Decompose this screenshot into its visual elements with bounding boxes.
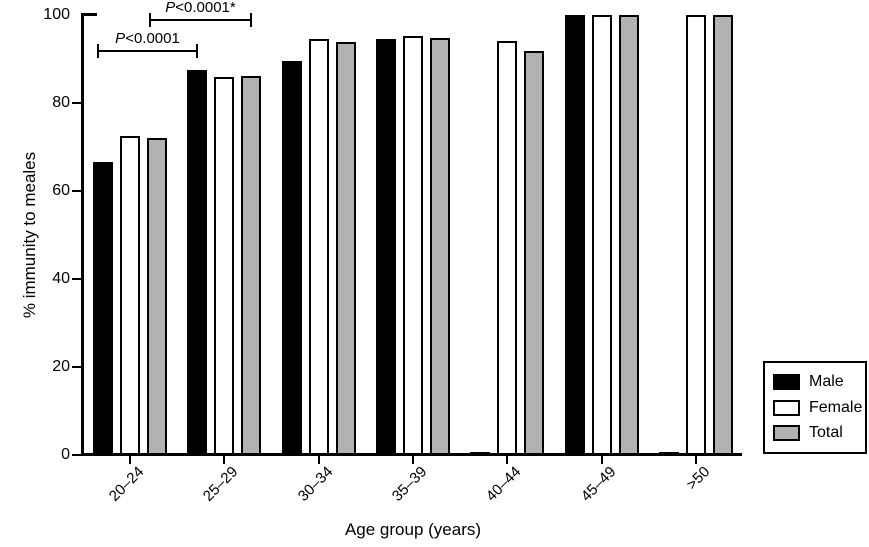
bar-female-0	[120, 136, 140, 455]
y-axis-line	[81, 13, 84, 456]
x-tick-5	[601, 456, 603, 464]
bar-female-4	[497, 41, 517, 455]
bar-total-6	[713, 15, 733, 455]
p-value-annotation-0: P<0.0001	[97, 30, 198, 48]
bar-total-1	[241, 76, 261, 455]
x-axis-title: Age group (years)	[344, 520, 482, 539]
bracket-cap-right-1	[250, 13, 252, 27]
y-tick-100	[82, 13, 97, 16]
bar-male-6	[659, 452, 679, 455]
x-tick-0	[129, 456, 131, 464]
bar-total-0	[147, 138, 167, 455]
male-swatch	[773, 374, 800, 391]
y-tick-label-80: 80	[52, 94, 70, 111]
legend-label-male: Male	[809, 373, 844, 391]
y-tick-label-20: 20	[52, 358, 70, 375]
legend-item-total: Total	[773, 423, 857, 441]
bar-female-5	[592, 15, 612, 455]
bar-female-3	[403, 36, 423, 455]
bar-female-1	[214, 77, 234, 455]
bar-total-2	[336, 42, 356, 455]
p-value-threshold: <0.0001*	[175, 0, 236, 16]
x-tick-1	[223, 456, 225, 464]
legend-label-total: Total	[809, 423, 843, 441]
x-tick-6	[695, 456, 697, 464]
y-tick-label-40: 40	[52, 270, 70, 287]
bracket-line-1	[149, 19, 252, 21]
y-tick-20	[72, 366, 82, 368]
legend-item-male: Male	[773, 373, 857, 391]
bar-total-4	[524, 51, 544, 455]
bar-female-2	[309, 39, 329, 455]
x-tick-label-6: >50	[683, 463, 714, 494]
bar-female-6	[686, 15, 706, 455]
p-value-symbol: P	[165, 0, 176, 16]
bar-male-2	[282, 61, 302, 455]
bar-male-4	[470, 452, 490, 455]
legend: Male Female Total	[763, 361, 867, 454]
x-tick-4	[506, 456, 508, 464]
y-tick-80	[72, 102, 82, 104]
female-swatch	[773, 399, 800, 416]
p-value-threshold: <0.0001	[125, 30, 180, 47]
p-value-symbol: P	[115, 30, 126, 47]
bar-male-3	[376, 39, 396, 455]
x-tick-label-5: 45–49	[577, 463, 620, 505]
y-tick-label-100: 100	[43, 6, 70, 23]
legend-item-female: Female	[773, 399, 862, 416]
y-tick-40	[72, 278, 82, 280]
bracket-cap-left-0	[97, 44, 99, 58]
bar-total-5	[619, 15, 639, 455]
y-tick-60	[72, 190, 82, 192]
x-tick-label-0: 20–24	[105, 463, 148, 505]
bar-male-0	[93, 162, 113, 455]
bracket-cap-left-1	[149, 13, 151, 27]
bar-male-1	[187, 70, 207, 455]
x-tick-label-1: 25–29	[199, 463, 242, 505]
bracket-line-0	[97, 50, 198, 52]
x-tick-label-2: 30–34	[294, 463, 337, 505]
legend-label-female: Female	[809, 398, 863, 416]
y-tick-label-60: 60	[52, 182, 70, 199]
x-tick-3	[412, 456, 414, 464]
p-value-annotation-1: P<0.0001*	[149, 0, 252, 17]
y-tick-label-0: 0	[61, 446, 70, 463]
total-swatch	[773, 424, 800, 441]
bar-total-3	[430, 38, 450, 455]
bracket-cap-right-0	[196, 44, 198, 58]
bar-male-5	[565, 15, 585, 455]
y-tick-0	[72, 454, 82, 456]
x-tick-2	[318, 456, 320, 464]
